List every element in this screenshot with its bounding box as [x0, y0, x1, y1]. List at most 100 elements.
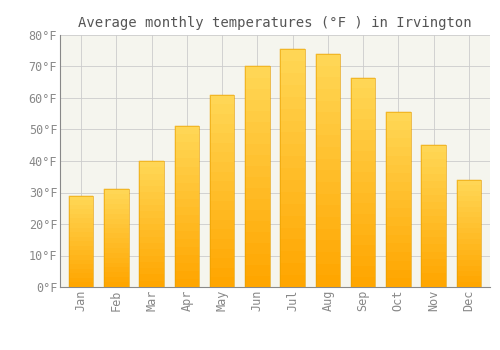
Bar	[386, 130, 410, 138]
Bar	[104, 189, 128, 194]
Bar	[456, 180, 481, 185]
Bar	[69, 237, 94, 242]
Bar	[140, 199, 164, 205]
Bar	[280, 216, 305, 228]
Bar	[316, 194, 340, 205]
Bar	[316, 100, 340, 112]
Bar	[386, 217, 410, 226]
Bar	[140, 218, 164, 224]
Bar	[104, 272, 128, 277]
Bar	[351, 172, 376, 182]
Bar	[245, 121, 270, 133]
Bar	[456, 212, 481, 217]
Bar	[386, 234, 410, 243]
Bar	[69, 273, 94, 278]
Bar	[280, 73, 305, 85]
Bar	[210, 248, 234, 258]
Bar	[69, 246, 94, 251]
Bar	[351, 130, 376, 140]
Bar	[280, 144, 305, 156]
Bar	[316, 147, 340, 159]
Bar	[422, 244, 446, 252]
Bar	[386, 112, 410, 287]
Bar	[351, 266, 376, 276]
Bar	[210, 95, 234, 104]
Bar	[351, 161, 376, 172]
Bar	[140, 274, 164, 281]
Bar	[69, 251, 94, 255]
Bar	[210, 181, 234, 191]
Bar	[245, 144, 270, 155]
Bar	[104, 209, 128, 214]
Bar	[245, 177, 270, 188]
Bar	[245, 66, 270, 287]
Bar	[316, 205, 340, 217]
Bar	[422, 167, 446, 174]
Bar	[351, 276, 376, 287]
Bar	[316, 182, 340, 194]
Bar	[210, 124, 234, 133]
Bar	[280, 132, 305, 144]
Bar	[174, 126, 199, 134]
Bar	[456, 233, 481, 239]
Bar	[422, 195, 446, 202]
Bar	[280, 263, 305, 275]
Bar	[210, 133, 234, 143]
Bar	[245, 232, 270, 243]
Bar	[280, 192, 305, 204]
Bar	[140, 237, 164, 243]
Bar	[351, 214, 376, 224]
Bar	[316, 264, 340, 275]
Bar	[140, 224, 164, 230]
Bar	[69, 196, 94, 287]
Bar	[174, 231, 199, 239]
Bar	[140, 230, 164, 237]
Bar	[280, 49, 305, 61]
Bar	[456, 196, 481, 201]
Bar	[351, 109, 376, 119]
Bar	[69, 241, 94, 246]
Bar	[104, 253, 128, 258]
Bar	[210, 210, 234, 220]
Bar	[210, 278, 234, 287]
Bar	[422, 159, 446, 167]
Bar	[69, 260, 94, 264]
Bar	[456, 180, 481, 287]
Bar	[316, 54, 340, 287]
Bar	[174, 206, 199, 215]
Bar	[210, 95, 234, 287]
Bar	[210, 191, 234, 201]
Bar	[456, 239, 481, 244]
Bar	[386, 138, 410, 147]
Bar	[280, 49, 305, 287]
Bar	[280, 156, 305, 168]
Bar	[316, 217, 340, 229]
Bar	[69, 232, 94, 237]
Bar	[422, 188, 446, 195]
Bar	[210, 220, 234, 229]
Bar	[245, 66, 270, 287]
Bar	[140, 249, 164, 256]
Bar	[280, 49, 305, 287]
Bar	[280, 228, 305, 239]
Bar	[210, 104, 234, 114]
Bar	[386, 173, 410, 182]
Bar	[386, 112, 410, 121]
Bar	[280, 239, 305, 251]
Bar	[69, 200, 94, 205]
Bar	[69, 255, 94, 260]
Bar	[140, 161, 164, 167]
Bar	[210, 153, 234, 162]
Bar	[104, 189, 128, 287]
Bar	[422, 145, 446, 287]
Bar	[140, 243, 164, 249]
Bar	[351, 98, 376, 109]
Bar	[422, 209, 446, 216]
Bar	[69, 269, 94, 273]
Bar	[386, 226, 410, 234]
Bar	[316, 159, 340, 170]
Bar	[140, 193, 164, 199]
Bar	[69, 282, 94, 287]
Bar	[104, 238, 128, 243]
Bar	[456, 276, 481, 282]
